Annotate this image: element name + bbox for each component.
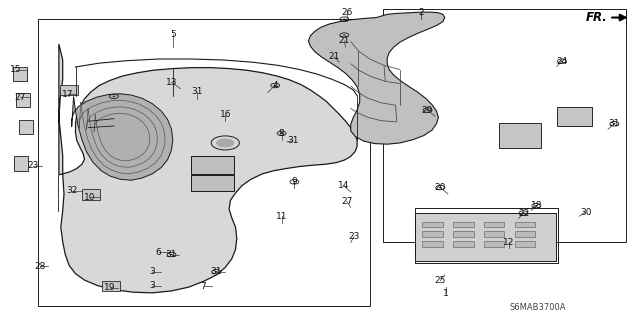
- Polygon shape: [308, 12, 445, 144]
- Text: 23: 23: [28, 161, 39, 170]
- Bar: [60, 85, 78, 95]
- Bar: [453, 222, 474, 227]
- Circle shape: [274, 85, 276, 86]
- Text: 23: 23: [348, 232, 360, 241]
- Bar: [453, 241, 474, 247]
- Polygon shape: [72, 94, 173, 180]
- Circle shape: [215, 271, 218, 272]
- Text: 22: 22: [518, 209, 529, 218]
- Text: FR.: FR.: [586, 11, 608, 24]
- Bar: [484, 231, 504, 237]
- Bar: [515, 222, 535, 227]
- Bar: [383, 9, 626, 242]
- Text: 11: 11: [276, 212, 287, 221]
- Bar: [515, 241, 535, 247]
- Circle shape: [522, 212, 525, 214]
- Text: 31: 31: [287, 137, 299, 145]
- Text: 10: 10: [84, 193, 95, 202]
- Text: 14: 14: [338, 181, 349, 190]
- Circle shape: [613, 123, 616, 124]
- Circle shape: [170, 254, 173, 255]
- Text: 21: 21: [339, 36, 350, 45]
- Text: 24: 24: [556, 57, 568, 66]
- Bar: [484, 241, 504, 247]
- Bar: [422, 231, 443, 237]
- Text: 18: 18: [531, 201, 542, 210]
- Bar: [82, 189, 100, 200]
- Text: 17: 17: [62, 90, 74, 99]
- Bar: [191, 175, 234, 191]
- Polygon shape: [59, 44, 357, 293]
- Text: 16: 16: [220, 110, 231, 119]
- Text: 1: 1: [444, 289, 449, 298]
- Bar: [13, 67, 27, 81]
- Bar: [38, 19, 370, 306]
- Circle shape: [561, 61, 563, 62]
- Text: 9: 9: [292, 177, 297, 186]
- Bar: [19, 120, 33, 134]
- Bar: [557, 107, 592, 126]
- Text: 5: 5: [170, 30, 175, 39]
- Bar: [422, 222, 443, 227]
- Text: 30: 30: [580, 208, 591, 217]
- Text: 2: 2: [419, 8, 424, 17]
- Circle shape: [280, 133, 283, 134]
- Text: 3: 3: [150, 267, 155, 276]
- Circle shape: [426, 109, 429, 111]
- Text: 6: 6: [156, 248, 161, 256]
- Text: 26: 26: [341, 8, 353, 17]
- Circle shape: [216, 138, 234, 147]
- Text: 3: 3: [150, 281, 155, 290]
- Text: 32: 32: [66, 186, 77, 195]
- Text: S6MAB3700A: S6MAB3700A: [509, 303, 566, 312]
- Circle shape: [535, 205, 538, 206]
- Bar: [499, 123, 541, 148]
- Text: 8: 8: [279, 129, 284, 138]
- Bar: [16, 93, 30, 107]
- Circle shape: [439, 187, 442, 188]
- Text: 29: 29: [422, 106, 433, 115]
- Bar: [102, 281, 120, 291]
- Text: 31: 31: [211, 267, 222, 276]
- Circle shape: [113, 96, 115, 97]
- Text: 7: 7: [201, 282, 206, 291]
- Bar: [453, 231, 474, 237]
- Bar: [415, 208, 558, 263]
- Text: 13: 13: [166, 78, 177, 87]
- Text: 31: 31: [166, 250, 177, 259]
- Bar: [515, 231, 535, 237]
- Text: 27: 27: [341, 197, 353, 206]
- Text: 12: 12: [503, 238, 515, 247]
- Bar: [422, 241, 443, 247]
- Text: 31: 31: [609, 119, 620, 128]
- Circle shape: [343, 19, 346, 20]
- Text: 21: 21: [328, 52, 340, 61]
- Circle shape: [293, 181, 296, 182]
- Text: 4: 4: [273, 81, 278, 90]
- Bar: [14, 156, 28, 171]
- Text: 15: 15: [10, 65, 22, 74]
- Bar: [484, 222, 504, 227]
- Bar: [415, 213, 556, 261]
- Circle shape: [343, 34, 346, 36]
- Text: 20: 20: [435, 183, 446, 192]
- Bar: [191, 156, 234, 174]
- Text: 28: 28: [34, 262, 45, 271]
- Text: 27: 27: [15, 93, 26, 102]
- Text: 31: 31: [191, 87, 203, 96]
- Text: 19: 19: [104, 283, 116, 292]
- Text: 25: 25: [435, 276, 446, 285]
